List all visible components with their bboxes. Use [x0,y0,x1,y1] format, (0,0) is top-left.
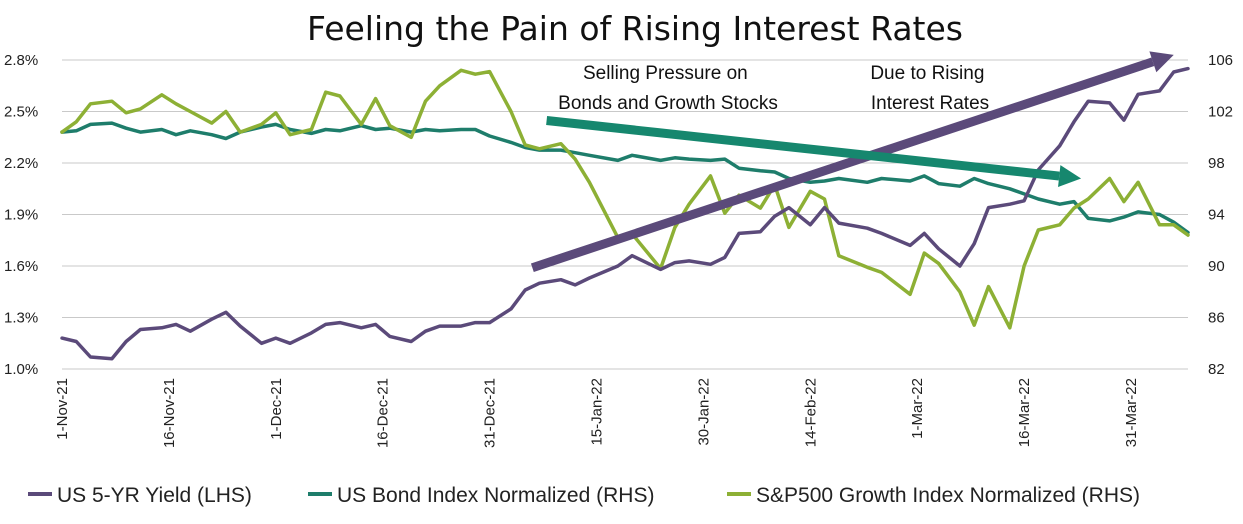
x-tick-label: 30-Jan-22 [695,378,712,446]
x-tick-label: 1-Nov-21 [54,378,71,440]
left-tick-label: 2.8% [4,52,38,69]
arrow-rising-rates [530,51,1174,272]
series-line-yield [60,66,1190,361]
annotation-rising-rates-line-1: Due to Rising [870,63,984,84]
legend-label-yield: US 5-YR Yield (LHS) [57,484,252,507]
legend: US 5-YR Yield (LHS) US Bond Index Normal… [28,484,1140,507]
annotation-rising-rates-line-2: Interest Rates [871,93,989,114]
arrow-selling-pressure [546,116,1082,188]
left-tick-label: 2.5% [4,104,38,121]
legend-label-bond: US Bond Index Normalized (RHS) [337,484,654,507]
legend-item-bond: US Bond Index Normalized (RHS) [308,484,654,507]
right-tick-label: 94 [1208,207,1225,224]
right-axis: 82 86 90 94 98 102 106 [1208,52,1233,378]
legend-label-growth: S&P500 Growth Index Normalized (RHS) [756,484,1140,507]
x-tick-label: 16-Nov-21 [161,378,178,448]
left-tick-label: 1.3% [4,310,38,327]
arrow-rising-rates-shaft [530,57,1155,272]
x-tick-label: 1-Mar-22 [909,378,926,439]
x-tick-label: 1-Dec-21 [268,378,285,440]
right-tick-label: 86 [1208,310,1225,327]
legend-item-yield: US 5-YR Yield (LHS) [28,484,252,507]
gridlines [62,59,1188,370]
x-tick-label: 16-Dec-21 [375,378,392,448]
x-tick-label: 15-Jan-22 [588,378,605,446]
chart-title: Feeling the Pain of Rising Interest Rate… [307,9,963,48]
arrow-rising-rates-head [1149,51,1174,73]
x-axis: 1-Nov-21 16-Nov-21 1-Dec-21 16-Dec-21 31-Dec… [54,378,1140,448]
arrow-selling-pressure-head [1058,165,1082,188]
x-tick-label: 14-Feb-22 [802,378,819,447]
x-tick-label: 31-Dec-21 [482,378,499,448]
right-tick-label: 90 [1208,258,1225,275]
series-line-bond [60,121,1190,235]
right-tick-label: 106 [1208,52,1233,69]
left-axis: 1.0% 1.3% 1.6% 1.9% 2.2% 2.5% 2.8% [4,52,38,378]
arrow-selling-pressure-shaft [546,116,1060,181]
annotations: Selling Pressure on Bonds and Growth Sto… [558,63,989,114]
legend-item-growth: S&P500 Growth Index Normalized (RHS) [727,484,1140,507]
right-tick-label: 82 [1208,361,1225,378]
left-tick-label: 1.0% [4,361,38,378]
annotation-selling-pressure-line-2: Bonds and Growth Stocks [558,93,778,114]
x-tick-label: 16-Mar-22 [1016,378,1033,447]
right-tick-label: 102 [1208,104,1233,121]
left-tick-label: 1.9% [4,207,38,224]
annotation-selling-pressure-line-1: Selling Pressure on [583,63,748,84]
right-tick-label: 98 [1208,155,1225,172]
annotation-arrows [530,51,1174,272]
annotation-rising-rates: Due to Rising Interest Rates [870,63,989,114]
left-tick-label: 1.6% [4,258,38,275]
x-tick-label: 31-Mar-22 [1123,378,1140,447]
annotation-selling-pressure: Selling Pressure on Bonds and Growth Sto… [558,63,778,114]
left-tick-label: 2.2% [4,155,38,172]
